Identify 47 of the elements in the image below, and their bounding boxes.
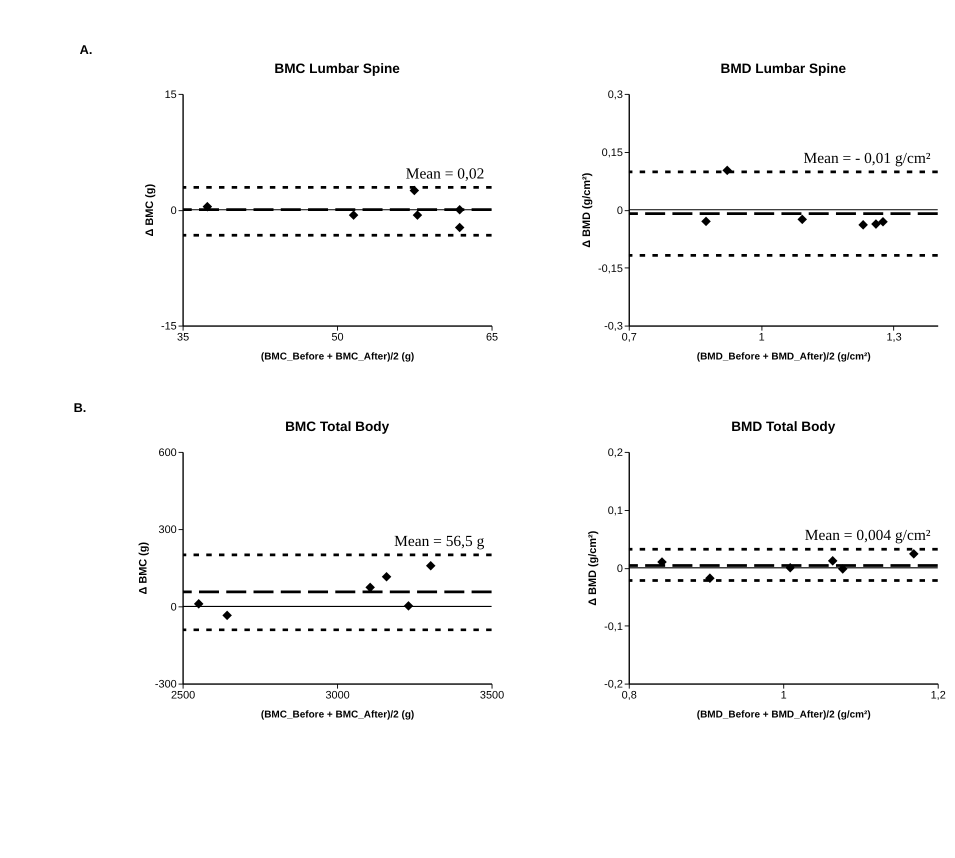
y-tick-label: -0,1: [604, 620, 623, 633]
y-axis-title: Δ BMD (g/cm²): [586, 530, 599, 606]
y-axis-title: Δ BMD (g/cm²): [580, 172, 593, 248]
x-tick-label: 3500: [480, 690, 504, 702]
x-tick-label: 0,7: [622, 332, 637, 344]
y-tick-label: 0: [616, 562, 623, 575]
y-axis-title: Δ BMC (g): [138, 542, 150, 595]
x-tick-label: 50: [332, 332, 344, 344]
x-tick-label: 1,3: [886, 332, 902, 344]
x-tick-label: 3000: [325, 690, 350, 702]
x-axis-title: (BMD_Before + BMD_After)/2 (g/cm²): [696, 352, 871, 363]
y-tick-label: -0,2: [604, 678, 623, 691]
y-tick-label: -0,15: [598, 262, 623, 275]
x-tick-label: 0,8: [622, 690, 637, 702]
chart-title: BMD Lumbar Spine: [720, 61, 846, 76]
chart-title: BMC Lumbar Spine: [274, 61, 400, 76]
ref-line-label: Mean = 0,02: [406, 165, 484, 182]
text: B.: [74, 400, 86, 415]
x-tick-label: 35: [177, 332, 190, 344]
y-tick-label: 0,3: [608, 89, 623, 101]
y-axis-title: Δ BMC (g): [144, 184, 156, 237]
x-tick-label: 1: [780, 690, 787, 702]
y-tick-label: -15: [160, 320, 177, 333]
y-tick-label: 300: [158, 524, 177, 536]
y-tick-label: 15: [164, 89, 177, 101]
x-tick-label: 1,2: [930, 690, 946, 702]
y-tick-label: 0: [170, 601, 177, 614]
x-axis-title: (BMD_Before + BMD_After)/2 (g/cm²): [696, 710, 871, 721]
y-tick-label: 0: [170, 204, 177, 217]
x-tick-label: 1: [758, 332, 765, 344]
y-tick-label: -300: [154, 678, 177, 691]
x-tick-label: 2500: [170, 690, 196, 702]
y-tick-label: 0: [616, 204, 623, 217]
x-tick-label: 65: [486, 332, 498, 344]
y-tick-label: -0,3: [604, 320, 623, 333]
text: A.: [80, 42, 92, 57]
y-tick-label: 0,15: [602, 146, 623, 159]
x-axis-title: (BMC_Before + BMC_After)/2 (g): [260, 710, 414, 721]
y-tick-label: 0,2: [608, 447, 623, 460]
chart-title: BMD Total Body: [731, 419, 836, 434]
ref-line-label: Mean = 0,004 g/cm²: [804, 527, 931, 544]
chart-title: BMC Total Body: [285, 419, 390, 434]
y-tick-label: 600: [158, 447, 177, 460]
ref-line-label: Mean = 56,5 g: [394, 532, 485, 550]
ref-line-label: Mean = - 0,01 g/cm²: [804, 150, 931, 167]
y-tick-label: 0,1: [608, 504, 623, 517]
x-axis-title: (BMC_Before + BMC_After)/2 (g): [260, 352, 414, 363]
